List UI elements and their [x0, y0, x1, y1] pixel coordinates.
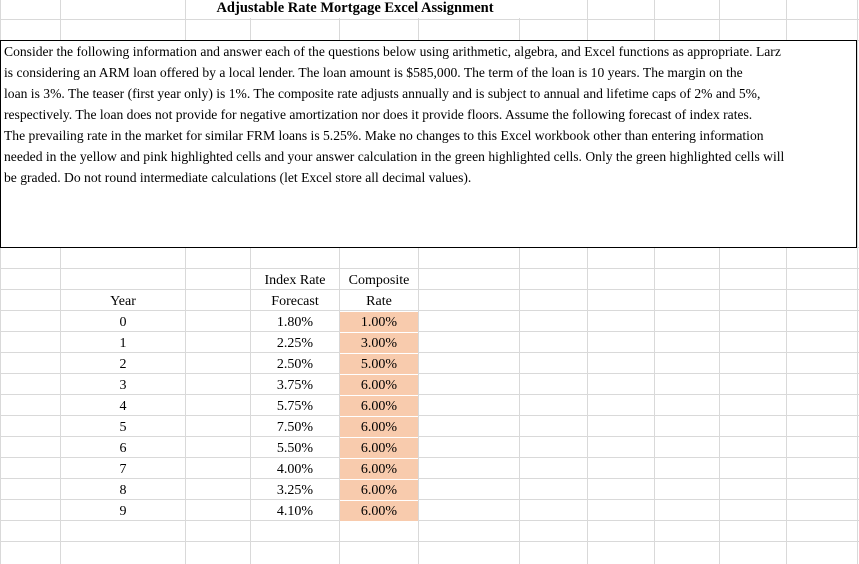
grid-row-line: [0, 478, 859, 479]
instruction-line: Consider the following information and a…: [4, 44, 781, 59]
grid-row-line: [0, 352, 859, 353]
index-rate-cell: 2.50%: [276, 357, 314, 372]
index-rate-cell: 3.75%: [276, 378, 314, 393]
instruction-line: loan is 3%. The teaser (first year only)…: [4, 86, 761, 101]
header-cell: Composite: [348, 273, 410, 288]
instruction-line: be graded. Do not round intermediate cal…: [4, 170, 472, 185]
header-cell: Rate: [366, 294, 392, 309]
grid-column-line: [857, 0, 858, 564]
composite-rate-cell[interactable]: 6.00%: [340, 396, 418, 416]
composite-rate-cell[interactable]: 6.00%: [340, 417, 418, 437]
grid-row-line: [0, 268, 859, 269]
composite-rate-cell[interactable]: 5.00%: [340, 354, 418, 374]
grid-row-line: [0, 415, 859, 416]
grid-column-line: [786, 0, 787, 564]
instructions-box: Consider the following information and a…: [0, 40, 857, 248]
composite-rate-cell[interactable]: 6.00%: [340, 501, 418, 521]
header-cell: Year: [110, 294, 136, 309]
grid-row-line: [0, 310, 859, 311]
grid-column-line: [250, 0, 251, 564]
grid-row-line: [0, 499, 859, 500]
grid-row-line: [0, 520, 859, 521]
index-rate-cell: 4.00%: [276, 462, 314, 477]
index-rate-cell: 3.25%: [276, 483, 314, 498]
grid-column-line: [339, 0, 340, 564]
year-cell: 9: [119, 504, 127, 519]
grid-column-line: [587, 0, 588, 564]
instruction-line: needed in the yellow and pink highlighte…: [4, 149, 785, 164]
header-cell: Forecast: [271, 294, 319, 309]
index-rate-cell: 5.50%: [276, 441, 314, 456]
grid-row-line: [0, 394, 859, 395]
composite-rate-cell[interactable]: 6.00%: [340, 375, 418, 395]
index-rate-cell: 1.80%: [276, 315, 314, 330]
grid-column-line: [519, 0, 520, 564]
index-rate-cell: 5.75%: [276, 399, 314, 414]
index-rate-cell: 4.10%: [276, 504, 314, 519]
year-cell: 0: [119, 315, 127, 330]
index-rate-cell: 7.50%: [276, 420, 314, 435]
year-cell: 4: [119, 399, 127, 414]
composite-rate-cell[interactable]: 3.00%: [340, 333, 418, 353]
year-cell: 5: [119, 420, 127, 435]
grid-column-line: [719, 0, 720, 564]
grid-row-line: [0, 457, 859, 458]
instruction-line: is considering an ARM loan offered by a …: [4, 65, 743, 80]
grid-row-line: [0, 373, 859, 374]
composite-rate-cell[interactable]: 1.00%: [340, 312, 418, 332]
composite-rate-cell[interactable]: 6.00%: [340, 480, 418, 500]
year-cell: 7: [119, 462, 127, 477]
year-cell: 2: [119, 357, 127, 372]
composite-rate-cell[interactable]: 6.00%: [340, 459, 418, 479]
grid-row-line: [0, 331, 859, 332]
grid-column-line: [654, 0, 655, 564]
grid-row-line: [0, 541, 859, 542]
composite-rate-cell[interactable]: 6.00%: [340, 438, 418, 458]
instruction-line: The prevailing rate in the market for si…: [4, 128, 764, 143]
grid-row-line: [0, 436, 859, 437]
year-cell: 8: [119, 483, 127, 498]
instruction-line: respectively. The loan does not provide …: [4, 107, 753, 122]
year-cell: 6: [119, 441, 127, 456]
index-rate-cell: 2.25%: [276, 336, 314, 351]
grid-column-line: [418, 0, 419, 564]
grid-column-line: [60, 0, 61, 564]
year-cell: 1: [119, 336, 127, 351]
title: Adjustable Rate Mortgage Excel Assignmen…: [190, 0, 520, 18]
year-cell: 3: [119, 378, 127, 393]
grid-column-line: [0, 0, 1, 564]
grid-row-line: [0, 19, 859, 20]
grid-column-line: [185, 0, 186, 564]
grid-row-line: [0, 289, 859, 290]
header-cell: Index Rate: [264, 273, 326, 288]
